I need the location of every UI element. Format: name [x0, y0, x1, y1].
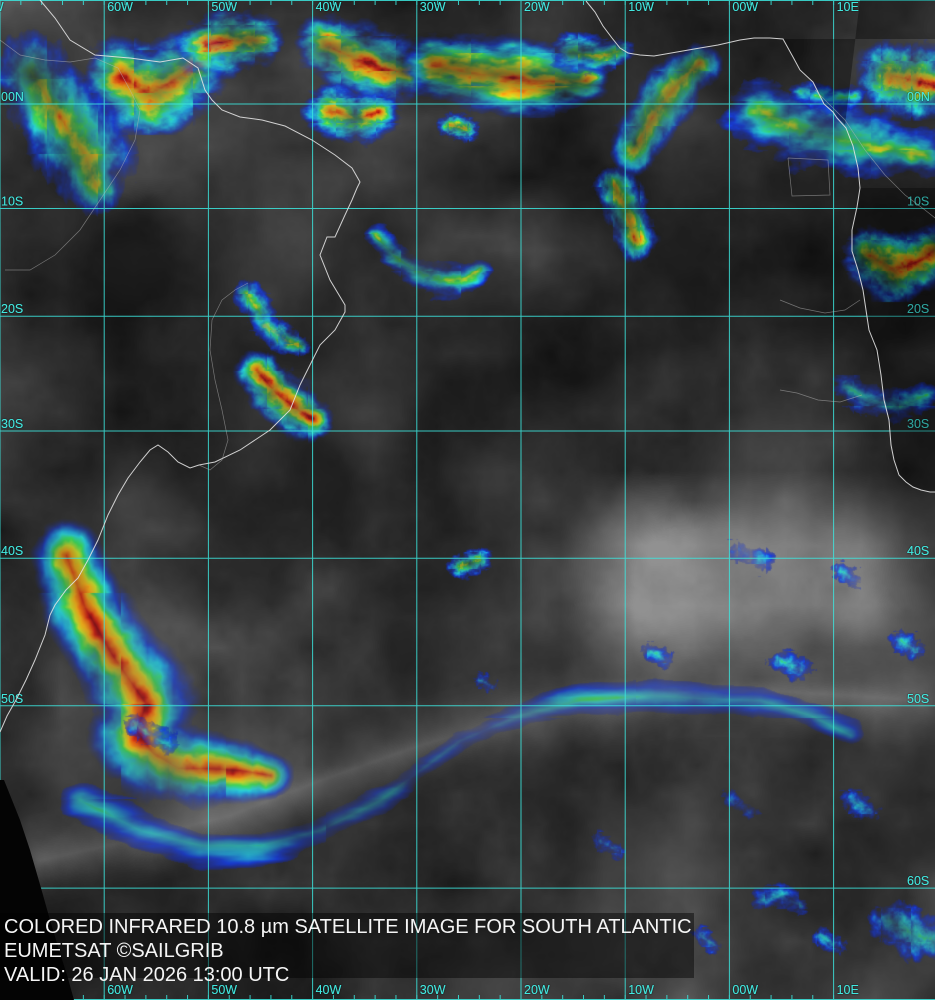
svg-text:40S: 40S	[1, 544, 23, 558]
svg-text:10W: 10W	[628, 0, 654, 14]
svg-text:40S: 40S	[907, 544, 929, 558]
svg-text:30W: 30W	[420, 983, 446, 997]
svg-text:10W: 10W	[628, 983, 654, 997]
svg-text:60W: 60W	[107, 0, 133, 14]
svg-text:10S: 10S	[1, 194, 23, 208]
svg-text:VALID: 26 JAN 2026 13:00 UTC: VALID: 26 JAN 2026 13:00 UTC	[4, 964, 289, 986]
svg-text:COLORED INFRARED 10.8 µm SATEL: COLORED INFRARED 10.8 µm SATELLITE IMAGE…	[4, 916, 692, 938]
svg-text:40W: 40W	[316, 0, 342, 14]
svg-text:10E: 10E	[837, 983, 859, 997]
svg-text:50S: 50S	[907, 692, 929, 706]
svg-text:60S: 60S	[907, 874, 929, 888]
svg-text:20S: 20S	[1, 302, 23, 316]
svg-text:30W: 30W	[420, 0, 446, 14]
svg-text:50S: 50S	[1, 692, 23, 706]
svg-text:00W: 00W	[732, 983, 758, 997]
svg-text:50W: 50W	[211, 0, 237, 14]
svg-text:EUMETSAT ©SAILGRIB: EUMETSAT ©SAILGRIB	[4, 940, 224, 962]
svg-text:00N: 00N	[1, 90, 24, 104]
svg-text:10E: 10E	[837, 0, 859, 14]
svg-text:40W: 40W	[316, 983, 342, 997]
svg-text:00W: 00W	[732, 0, 758, 14]
svg-text:30S: 30S	[1, 417, 23, 431]
svg-text:20W: 20W	[524, 0, 550, 14]
svg-text:20W: 20W	[524, 983, 550, 997]
svg-text:00N: 00N	[907, 90, 930, 104]
svg-text:70W: 70W	[0, 0, 4, 14]
